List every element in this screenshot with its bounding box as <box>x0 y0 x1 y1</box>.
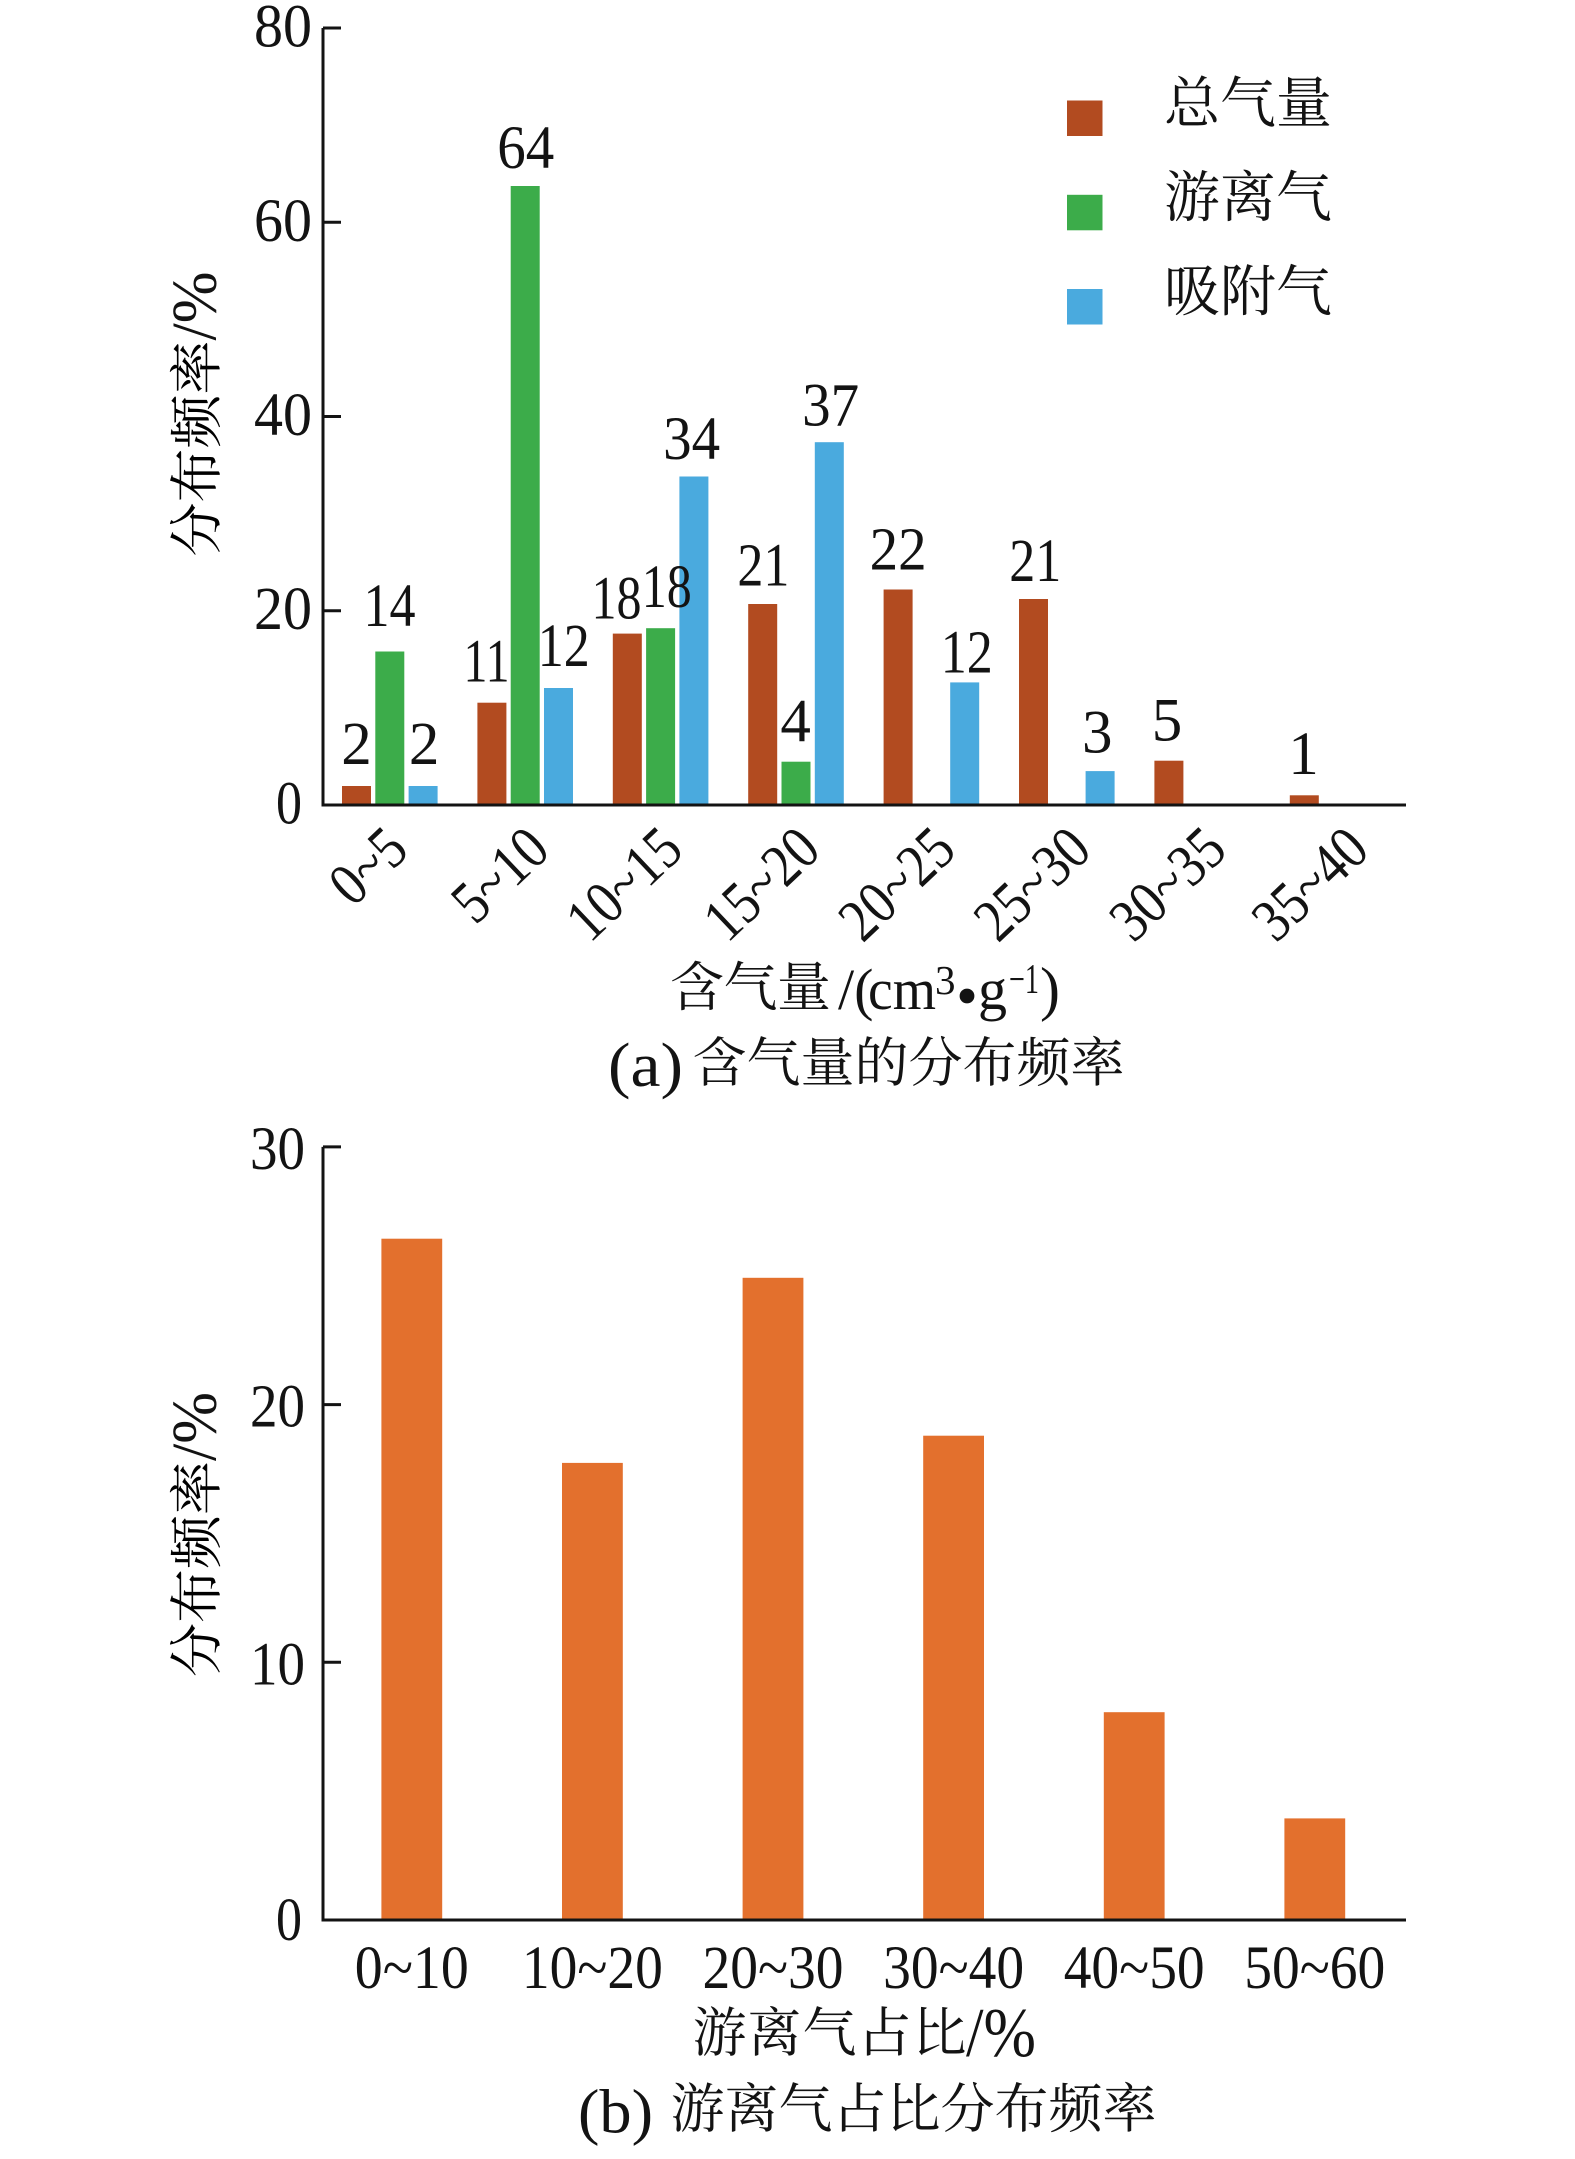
svg-text:4: 4 <box>780 688 811 755</box>
svg-text:50~60: 50~60 <box>1244 1935 1385 2002</box>
svg-text:cm: cm <box>868 957 936 1022</box>
svg-text:3: 3 <box>935 957 956 1003</box>
svg-text:20: 20 <box>254 576 312 643</box>
svg-text:1: 1 <box>1288 721 1319 788</box>
svg-text:22: 22 <box>870 517 927 584</box>
svg-text:40: 40 <box>254 382 312 449</box>
svg-text:18: 18 <box>642 554 692 621</box>
svg-text:2: 2 <box>341 711 372 778</box>
svg-text:2: 2 <box>409 711 440 778</box>
svg-text:12: 12 <box>941 619 993 686</box>
svg-text:0~10: 0~10 <box>355 1935 469 2002</box>
svg-text:80: 80 <box>254 0 312 61</box>
svg-text:18: 18 <box>592 565 642 632</box>
svg-text:14: 14 <box>364 573 416 640</box>
svg-text:5: 5 <box>1152 688 1183 755</box>
svg-text:37: 37 <box>802 372 859 439</box>
svg-text:20~30: 20~30 <box>703 1935 844 2002</box>
svg-text:/(: /( <box>838 957 873 1022</box>
svg-text:10: 10 <box>250 1631 305 1698</box>
svg-text:40~50: 40~50 <box>1064 1935 1205 2002</box>
svg-text:/%: /% <box>159 272 230 341</box>
svg-text:34: 34 <box>663 406 720 473</box>
svg-text:20: 20 <box>250 1374 305 1441</box>
svg-text:(b): (b) <box>578 2079 653 2147</box>
svg-text:0: 0 <box>276 1887 302 1954</box>
svg-text:−1: −1 <box>1009 957 1039 1003</box>
svg-text:30~40: 30~40 <box>883 1935 1024 2002</box>
svg-text:3: 3 <box>1082 700 1113 767</box>
svg-text:11: 11 <box>464 628 510 695</box>
svg-text:/%: /% <box>159 1392 230 1461</box>
svg-text:21: 21 <box>1009 528 1061 595</box>
svg-text:64: 64 <box>497 115 554 182</box>
svg-text:(a): (a) <box>608 1032 683 1100</box>
svg-text:10~20: 10~20 <box>522 1935 663 2002</box>
svg-text:g: g <box>978 957 1007 1022</box>
svg-text:0: 0 <box>276 771 302 838</box>
svg-text:/%: /% <box>966 1995 1036 2072</box>
svg-text:60: 60 <box>254 188 312 255</box>
svg-text:12: 12 <box>538 613 590 680</box>
svg-text:30: 30 <box>250 1116 305 1183</box>
svg-text:): ) <box>1040 956 1060 1022</box>
svg-text:21: 21 <box>737 532 789 599</box>
